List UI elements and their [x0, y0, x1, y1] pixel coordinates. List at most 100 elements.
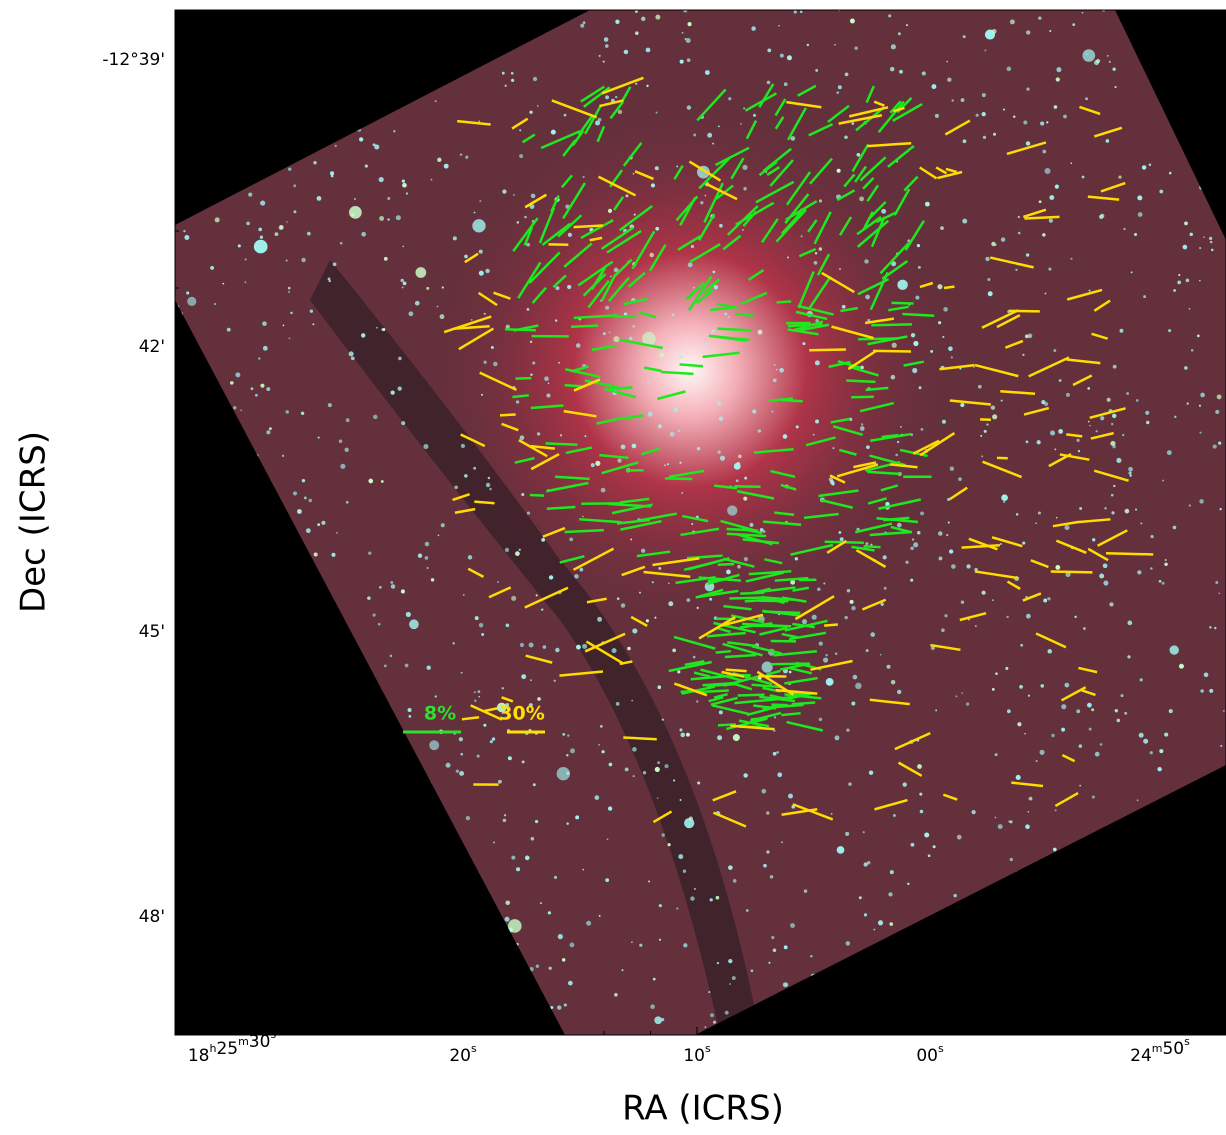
star	[917, 531, 921, 535]
star	[725, 1011, 729, 1015]
star	[740, 123, 742, 125]
star	[1164, 563, 1167, 566]
star	[919, 386, 922, 389]
star	[344, 448, 348, 452]
star	[1088, 290, 1090, 292]
star	[732, 976, 736, 980]
star	[677, 670, 680, 673]
star	[1053, 848, 1057, 852]
star	[729, 983, 731, 985]
star	[1007, 709, 1011, 713]
star	[658, 424, 662, 428]
star	[859, 896, 862, 899]
star	[368, 479, 373, 484]
star	[944, 614, 947, 617]
vector	[727, 529, 758, 531]
star	[687, 105, 691, 109]
star	[750, 523, 754, 527]
tick-number: 24	[1130, 1046, 1152, 1066]
star	[511, 72, 514, 75]
vector	[809, 349, 846, 350]
tick-unit: h	[209, 1042, 216, 1055]
star	[505, 900, 510, 905]
star	[919, 793, 922, 796]
star	[1045, 293, 1047, 295]
star	[918, 266, 921, 269]
star	[673, 407, 677, 411]
star	[288, 287, 291, 290]
star	[317, 523, 320, 526]
star	[446, 763, 451, 768]
star	[982, 591, 986, 595]
star	[513, 194, 515, 196]
star	[834, 44, 836, 46]
star	[915, 296, 919, 300]
star	[771, 936, 774, 939]
star	[601, 488, 606, 493]
star	[897, 441, 899, 443]
star	[1143, 295, 1146, 298]
star	[460, 153, 462, 155]
star	[724, 313, 727, 316]
star	[1103, 580, 1108, 585]
star	[880, 654, 882, 656]
star	[346, 418, 350, 422]
star	[365, 165, 368, 168]
star	[456, 770, 459, 773]
star	[582, 869, 584, 871]
star	[928, 854, 931, 857]
star	[920, 511, 924, 515]
star	[790, 923, 795, 928]
star	[710, 1013, 714, 1017]
star	[533, 77, 537, 81]
star	[530, 679, 532, 681]
star	[891, 680, 896, 685]
star	[1217, 394, 1222, 399]
star	[1082, 49, 1095, 62]
star	[617, 459, 621, 463]
star	[946, 61, 948, 63]
star	[773, 752, 777, 756]
star	[617, 597, 620, 600]
star	[770, 875, 773, 878]
star	[540, 902, 542, 904]
star	[693, 133, 696, 136]
star	[557, 767, 570, 780]
star	[922, 71, 926, 75]
star	[567, 285, 571, 289]
star	[641, 549, 645, 553]
star	[845, 832, 849, 836]
star	[481, 633, 484, 636]
star	[697, 607, 699, 609]
star	[654, 1016, 662, 1024]
star	[1092, 538, 1095, 541]
star	[1168, 329, 1171, 332]
star	[1112, 445, 1115, 448]
star	[707, 133, 712, 138]
star	[946, 534, 948, 536]
star	[773, 378, 777, 382]
star	[328, 277, 331, 280]
star	[491, 346, 494, 349]
star	[760, 528, 764, 532]
star	[952, 99, 954, 101]
star	[1082, 12, 1084, 14]
star	[425, 556, 429, 560]
star	[987, 278, 990, 281]
star	[850, 19, 855, 24]
star	[566, 822, 569, 825]
star	[317, 196, 322, 201]
star	[728, 316, 730, 318]
star	[917, 764, 922, 769]
star	[826, 678, 834, 686]
star	[686, 598, 690, 602]
star	[961, 98, 965, 102]
star	[1091, 708, 1094, 711]
star	[1006, 616, 1008, 618]
star	[844, 135, 848, 139]
star	[406, 612, 411, 617]
star	[691, 523, 693, 525]
star	[379, 586, 382, 589]
star	[939, 557, 943, 561]
star	[1064, 683, 1069, 688]
